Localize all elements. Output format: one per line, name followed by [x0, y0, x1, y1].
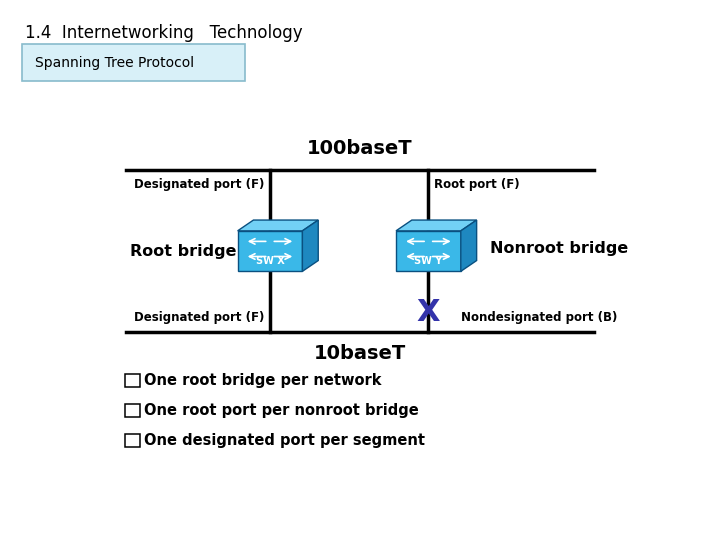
FancyBboxPatch shape: [125, 404, 140, 417]
Polygon shape: [396, 220, 477, 231]
Text: X: X: [417, 298, 440, 327]
Text: SW X: SW X: [256, 256, 284, 266]
FancyBboxPatch shape: [125, 434, 140, 447]
Text: 100baseT: 100baseT: [307, 139, 413, 158]
Text: One root port per nonroot bridge: One root port per nonroot bridge: [144, 403, 419, 418]
Text: SW Y: SW Y: [414, 256, 443, 266]
FancyBboxPatch shape: [396, 231, 461, 271]
Text: One designated port per segment: One designated port per segment: [144, 433, 425, 448]
Text: Root bridge: Root bridge: [130, 244, 236, 259]
Polygon shape: [302, 220, 318, 271]
Text: Nonroot bridge: Nonroot bridge: [490, 241, 628, 256]
Polygon shape: [461, 220, 477, 271]
Polygon shape: [238, 220, 318, 231]
Text: Root port (F): Root port (F): [434, 178, 520, 191]
FancyBboxPatch shape: [125, 374, 140, 387]
Text: 10baseT: 10baseT: [314, 344, 406, 363]
Text: One root bridge per network: One root bridge per network: [144, 373, 382, 388]
Text: Spanning Tree Protocol: Spanning Tree Protocol: [35, 56, 194, 70]
FancyBboxPatch shape: [22, 44, 245, 81]
Text: Designated port (F): Designated port (F): [134, 178, 264, 191]
Text: Designated port (F): Designated port (F): [134, 311, 264, 324]
FancyBboxPatch shape: [238, 231, 302, 271]
Text: Nondesignated port (B): Nondesignated port (B): [461, 311, 617, 324]
Text: 1.4  Internetworking   Technology: 1.4 Internetworking Technology: [25, 24, 303, 42]
